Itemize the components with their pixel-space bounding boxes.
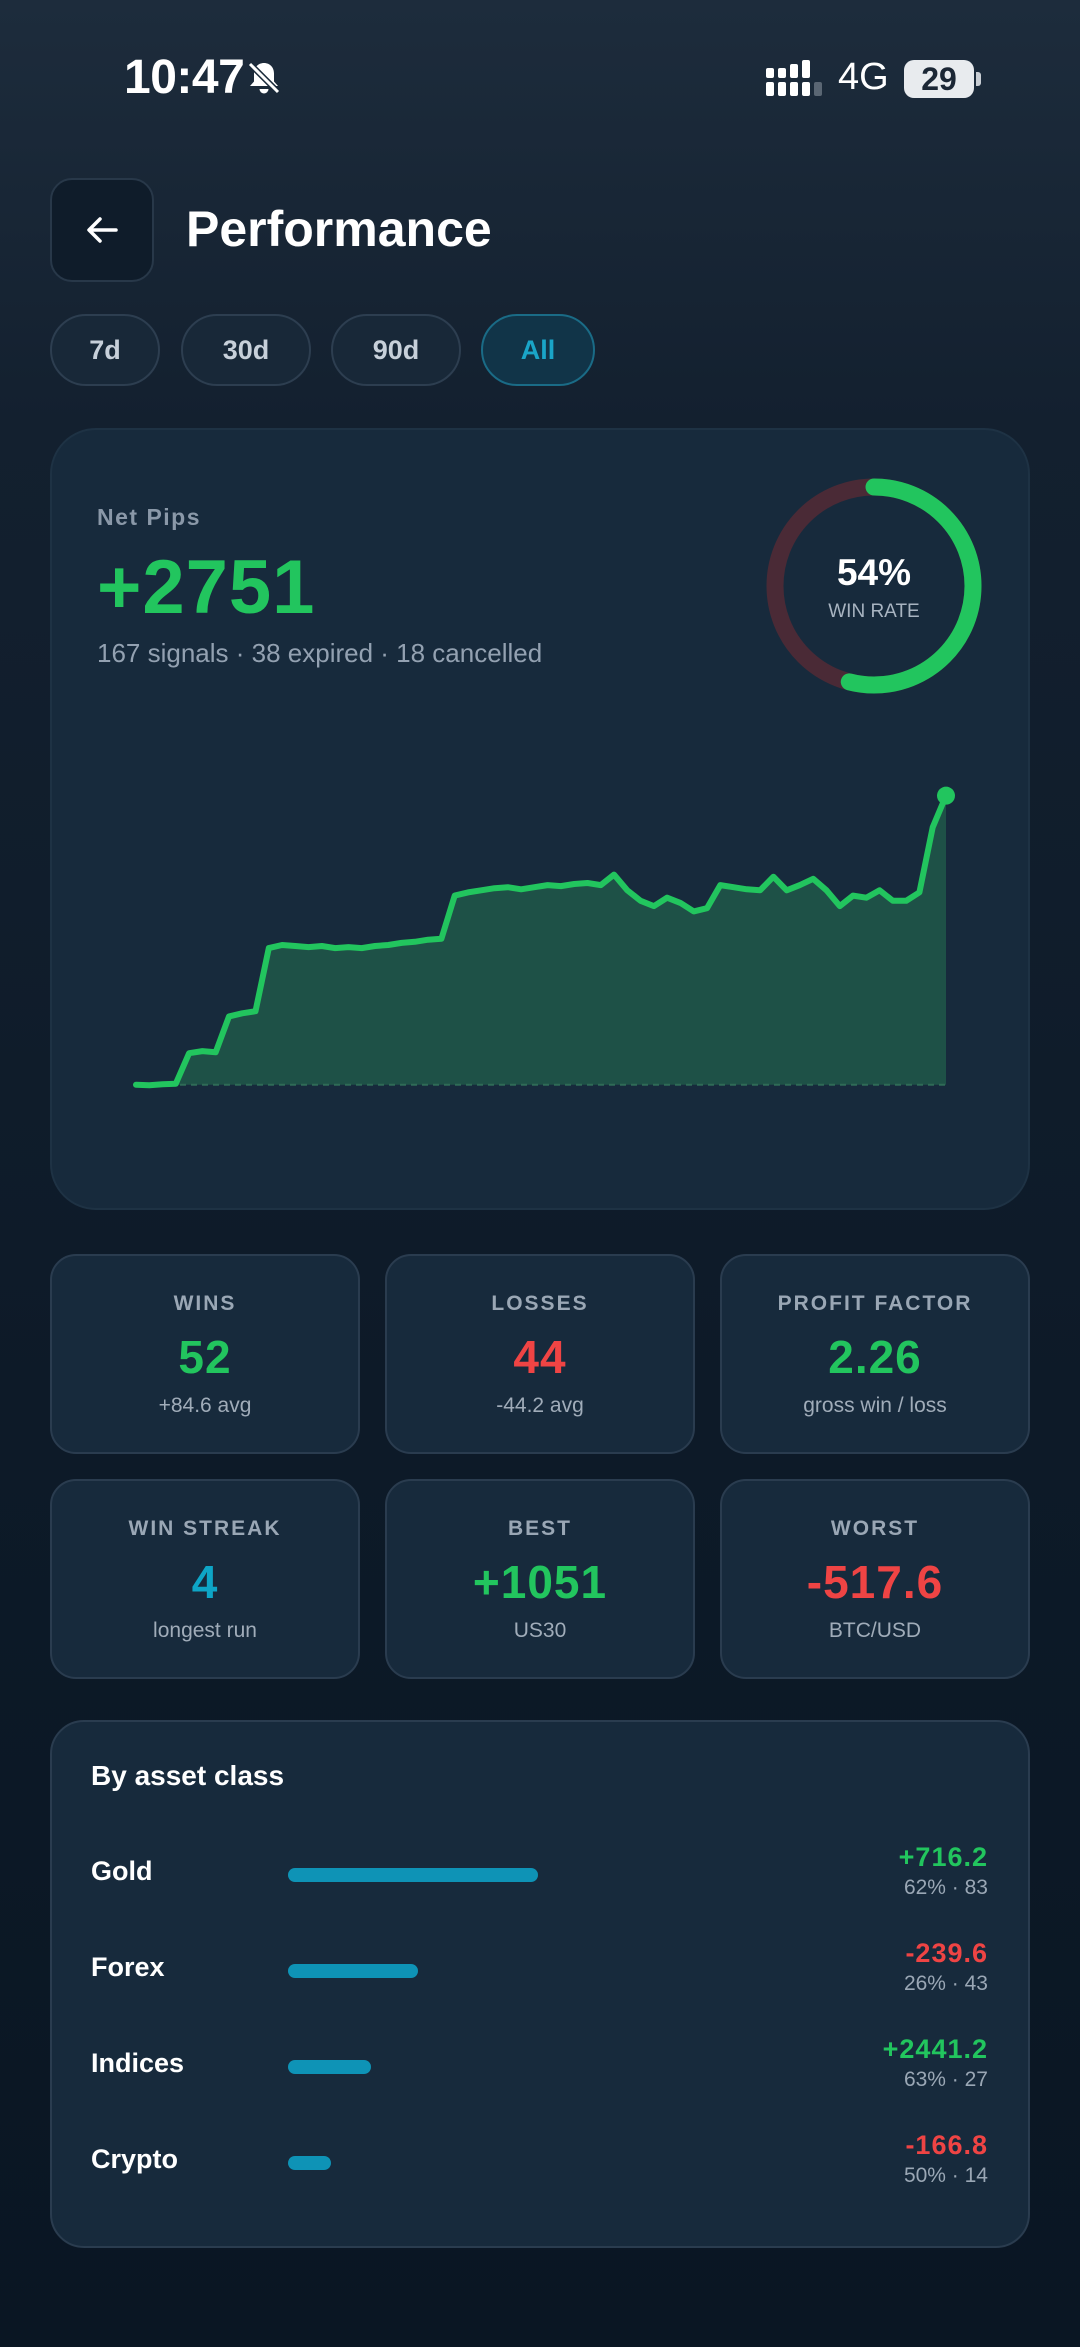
battery-indicator: 29 [904, 60, 974, 98]
battery-cap [976, 72, 981, 86]
signal-strength-icon [766, 60, 822, 96]
asset-bar [288, 2156, 331, 2170]
asset-name: Gold [91, 1856, 153, 1886]
win-rate-label: WIN RATE [828, 601, 920, 622]
net-pips-value: +2751 [97, 545, 316, 630]
stat-sub-win-streak: longest run [153, 1619, 257, 1642]
asset-class-card [50, 1720, 1030, 2248]
stat-value-profit-factor: 2.26 [828, 1331, 922, 1383]
stat-sub-best: US30 [513, 1619, 567, 1642]
stat-card-best [385, 1479, 695, 1679]
stat-label-wins: WINS [173, 1292, 237, 1315]
page-title: Performance [186, 201, 492, 257]
asset-sub: 26% · 43 [903, 1972, 988, 1995]
stat-sub-worst: BTC/USD [828, 1619, 922, 1642]
bell-muted-icon [247, 61, 281, 95]
back-button[interactable] [50, 178, 154, 282]
stat-label-worst: WORST [830, 1517, 920, 1540]
asset-bar [288, 2060, 371, 2074]
stat-label-losses: LOSSES [491, 1292, 589, 1315]
asset-bar [288, 1964, 418, 1978]
stat-sub-losses: -44.2 avg [496, 1394, 584, 1417]
arrow-left-icon [87, 217, 118, 243]
stat-sub-profit-factor: gross win / loss [803, 1394, 947, 1417]
donut-win-arc [766, 478, 982, 694]
asset-value: -239.6 [905, 1938, 988, 1968]
stat-card-worst [720, 1479, 1030, 1679]
cumulative-pips-chart [133, 786, 955, 1089]
stat-card-wins [50, 1254, 360, 1454]
stat-label-best: BEST [507, 1517, 572, 1540]
stat-value-losses: 44 [513, 1331, 567, 1383]
asset-value: -166.8 [905, 2130, 988, 2160]
chart-area-fill [136, 795, 946, 1086]
asset-sub: 62% · 83 [903, 1876, 988, 1899]
asset-sub: 50% · 14 [903, 2164, 988, 2187]
period-30d-button[interactable]: 30d [181, 314, 311, 386]
asset-name: Indices [91, 2048, 185, 2078]
win-rate-donut [766, 478, 982, 694]
stat-card-win-streak [50, 1479, 360, 1679]
win-rate-percent: 54% [836, 552, 912, 593]
asset-class-title: By asset class [91, 1760, 285, 1791]
stat-sub-wins: +84.6 avg [158, 1394, 252, 1417]
net-pips-label: Net Pips [97, 504, 202, 530]
stat-label-profit-factor: PROFIT FACTOR [777, 1292, 973, 1315]
period-7d-button[interactable]: 7d [50, 314, 160, 386]
stat-value-best: +1051 [472, 1556, 608, 1608]
asset-name: Crypto [91, 2144, 178, 2174]
asset-sub: 63% · 27 [903, 2068, 988, 2091]
asset-value: +716.2 [898, 1842, 988, 1872]
asset-value: +2441.2 [882, 2034, 988, 2064]
stat-card-losses [385, 1254, 695, 1454]
stat-card-profit-factor [720, 1254, 1030, 1454]
asset-name: Forex [91, 1952, 165, 1982]
period-all-button[interactable]: All [481, 314, 595, 386]
stat-value-wins: 52 [178, 1331, 232, 1383]
stat-label-win-streak: WIN STREAK [128, 1517, 282, 1540]
net-pips-subtitle: 167 signals · 38 expired · 18 cancelled [97, 638, 543, 668]
stat-value-worst: -517.6 [806, 1556, 944, 1608]
period-90d-button[interactable]: 90d [331, 314, 461, 386]
network-type: 4G [838, 56, 889, 98]
chart-line [133, 792, 949, 1089]
status-time: 10:47 [124, 51, 245, 104]
stat-value-win-streak: 4 [191, 1556, 219, 1608]
chart-end-point [937, 786, 955, 805]
asset-bar [288, 1868, 538, 1882]
